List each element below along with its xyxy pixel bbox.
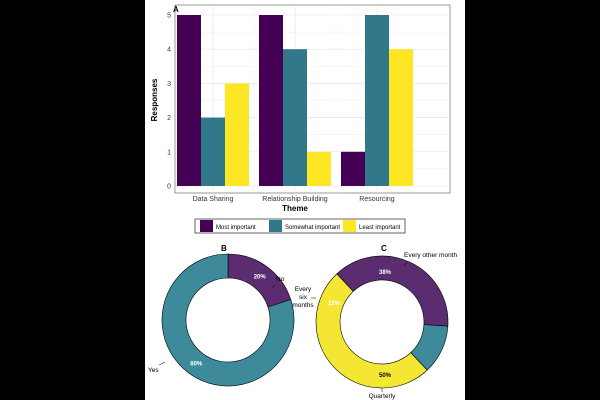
legend-swatch (200, 220, 213, 232)
y-tick-label: 3 (167, 81, 171, 88)
figure-panel: 0 1 2 3 4 5 Data Sharing Relationship Building R… (145, 0, 465, 400)
x-axis-title: Theme (282, 204, 308, 213)
bar-least-important (307, 151, 331, 186)
donut-b-leader (158, 361, 166, 366)
panel-letter-a: A (173, 5, 179, 14)
bar-most-important (259, 15, 283, 186)
bar-least-important (225, 83, 249, 186)
donut-c-label-every-six-months-line: six (299, 294, 308, 301)
figure-svg: 0 1 2 3 4 5 Data Sharing Relationship Building R… (148, 4, 457, 400)
y-tick-label: 5 (167, 13, 171, 20)
donut-c-pct-label: 12% (328, 301, 341, 307)
bar-somewhat-important (201, 117, 225, 186)
donut-c-pct-label: 50% (379, 373, 392, 379)
legend-label: Most important (216, 225, 256, 231)
donut-c-label-every-six-months-line: Every (295, 286, 312, 293)
donut-b-pct-label: 20% (254, 274, 267, 280)
donut-c-leader (403, 261, 408, 267)
donut-b-label-yes: Yes (148, 367, 159, 374)
donut-c-pct-label: 38% (379, 270, 392, 276)
bar-somewhat-important (283, 49, 307, 187)
donut-b-slice (161, 253, 295, 387)
donut-b-pct-label: 80% (190, 362, 203, 368)
bar-most-important (177, 15, 201, 186)
donut-b-leader (271, 284, 276, 289)
y-axis-title: Responses (150, 78, 159, 121)
legend-label: Least important (359, 225, 401, 231)
x-tick-label: Data Sharing (193, 196, 234, 203)
x-tick-label: Relationship Building (262, 196, 327, 203)
donut-c-slice (336, 255, 449, 327)
donut-c-label-every-other-month: Every other month (404, 252, 457, 259)
y-tick-label: 2 (167, 115, 171, 122)
y-tick-label: 4 (167, 47, 171, 54)
legend-swatch (269, 220, 282, 232)
donut-c-slice (315, 273, 428, 389)
donut-c-label-quarterly: Quarterly (369, 393, 396, 400)
donut-b-label-no: No (276, 276, 285, 283)
y-tick-label: 0 (167, 184, 171, 191)
bar-least-important (389, 49, 413, 187)
bar-most-important (341, 151, 365, 186)
legend-label: Somewhat important (285, 225, 340, 231)
x-tick-label: Resourcing (359, 196, 395, 203)
panel-letter-c: C (381, 244, 387, 253)
y-tick-label: 1 (167, 149, 171, 156)
donut-c-label-every-six-months-line: months (292, 302, 314, 309)
bar-somewhat-important (365, 15, 389, 186)
legend-swatch (343, 220, 356, 232)
panel-letter-b: B (221, 244, 227, 253)
